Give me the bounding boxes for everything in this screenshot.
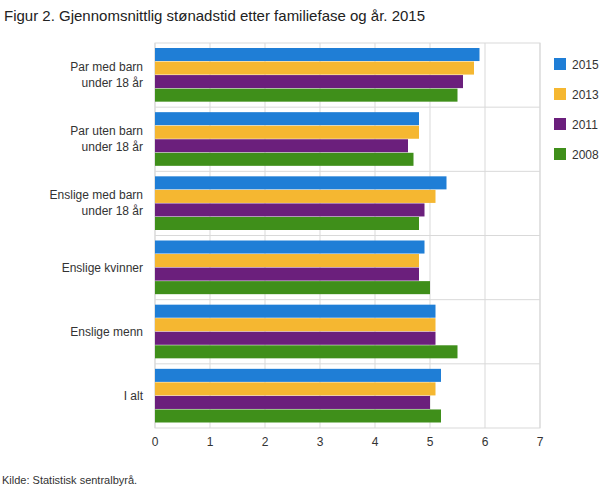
bar	[155, 254, 419, 267]
bar	[155, 396, 430, 409]
chart: Figur 2. Gjennomsnittlig stønadstid ette…	[0, 0, 608, 489]
bar	[155, 318, 436, 331]
tick-label: 5	[427, 435, 434, 449]
category-label-line: under 18 år	[82, 140, 143, 154]
bar	[155, 382, 436, 395]
legend-label: 2008	[572, 148, 599, 162]
category-label: Par med barn under 18 år	[70, 60, 143, 90]
bar	[155, 139, 408, 152]
group-separator	[155, 171, 540, 172]
legend-swatch	[554, 88, 566, 100]
bar	[155, 409, 441, 422]
plot-area	[155, 43, 540, 428]
category-label-line: Enslige kvinner	[62, 261, 143, 275]
bar	[155, 369, 441, 382]
bar	[155, 75, 463, 88]
group-separator	[155, 107, 540, 108]
category-label: Enslige kvinner	[62, 261, 143, 275]
legend-label: 2011	[572, 118, 598, 132]
bar	[155, 153, 414, 166]
bar	[155, 203, 425, 216]
category-label: Enslige med barn under 18 år	[50, 188, 143, 218]
bar	[155, 241, 425, 254]
bar	[155, 62, 474, 75]
bar	[155, 305, 436, 318]
tick-label: 6	[482, 435, 489, 449]
legend-label: 2013	[572, 88, 599, 102]
bar	[155, 89, 458, 102]
category-label-line: Enslige med barn	[50, 188, 143, 202]
tick-label: 0	[152, 435, 159, 449]
bars	[155, 48, 480, 423]
category-label: Enslige menn	[70, 325, 143, 339]
legend-swatch	[554, 148, 566, 160]
tick-label: 1	[207, 435, 214, 449]
tick-label: 2	[262, 435, 269, 449]
legend-swatch	[554, 58, 566, 70]
category-label-line: under 18 år	[82, 76, 143, 90]
bar	[155, 48, 480, 61]
tick-label: 7	[537, 435, 544, 449]
tick-label: 3	[317, 435, 324, 449]
bar	[155, 268, 419, 281]
bar	[155, 281, 430, 294]
category-label-line: under 18 år	[82, 204, 143, 218]
title: Figur 2. Gjennomsnittlig stønadstid ette…	[4, 7, 425, 24]
bar	[155, 176, 447, 189]
category-label-line: Enslige menn	[70, 325, 143, 339]
category-label-line: Par med barn	[70, 60, 143, 74]
category-label: Par uten barn under 18 år	[70, 124, 143, 154]
bar	[155, 112, 419, 125]
bar	[155, 126, 419, 139]
bar	[155, 345, 458, 358]
group-separator	[155, 235, 540, 236]
category-label-line: Par uten barn	[70, 124, 143, 138]
bar	[155, 332, 436, 345]
group-separator	[155, 299, 540, 300]
category-label-line: I alt	[124, 389, 144, 403]
category-label: I alt	[124, 389, 144, 403]
source: Kilde: Statistisk sentralbyrå.	[2, 474, 137, 486]
bar	[155, 190, 436, 203]
group-separator	[155, 363, 540, 364]
tick-label: 4	[372, 435, 379, 449]
legend-swatch	[554, 118, 566, 130]
bar	[155, 217, 419, 230]
legend-label: 2015	[572, 58, 599, 72]
